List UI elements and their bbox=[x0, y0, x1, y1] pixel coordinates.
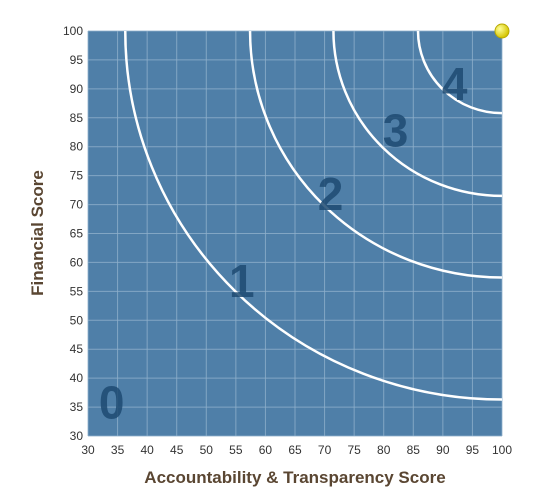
y-tick-label: 50 bbox=[70, 313, 84, 327]
zone-label: 2 bbox=[318, 168, 344, 220]
x-tick-label: 40 bbox=[140, 443, 154, 457]
x-tick-label: 55 bbox=[229, 443, 243, 457]
zone-label: 3 bbox=[383, 104, 409, 156]
zone-label: 1 bbox=[229, 255, 255, 307]
x-tick-label: 60 bbox=[259, 443, 273, 457]
x-tick-label: 50 bbox=[200, 443, 214, 457]
x-tick-label: 95 bbox=[466, 443, 480, 457]
x-tick-label: 35 bbox=[111, 443, 125, 457]
data-point bbox=[494, 23, 510, 39]
x-tick-label: 80 bbox=[377, 443, 391, 457]
y-tick-label: 70 bbox=[70, 198, 84, 212]
x-tick-label: 85 bbox=[407, 443, 421, 457]
x-tick-label: 65 bbox=[288, 443, 302, 457]
y-tick-label: 95 bbox=[70, 53, 84, 67]
x-tick-label: 90 bbox=[436, 443, 450, 457]
x-tick-label: 100 bbox=[492, 443, 512, 457]
x-tick-label: 45 bbox=[170, 443, 184, 457]
y-axis-ticks: 30 35 40 45 50 55 60 65 70 75 80 85 90 95 100 bbox=[63, 24, 83, 443]
x-axis-title: Accountability & Transparency Score bbox=[144, 468, 445, 487]
x-tick-label: 75 bbox=[347, 443, 361, 457]
y-tick-label: 75 bbox=[70, 169, 84, 183]
zone-label: 0 bbox=[99, 376, 125, 428]
y-tick-label: 55 bbox=[70, 284, 84, 298]
y-tick-label: 35 bbox=[70, 400, 84, 414]
y-tick-label: 60 bbox=[70, 255, 84, 269]
x-tick-label: 70 bbox=[318, 443, 332, 457]
x-tick-label: 30 bbox=[81, 443, 95, 457]
x-axis-ticks: 30 35 40 45 50 55 60 65 70 75 80 85 90 95 100 bbox=[81, 443, 512, 457]
y-tick-label: 40 bbox=[70, 371, 84, 385]
y-tick-label: 65 bbox=[70, 227, 84, 241]
y-tick-label: 45 bbox=[70, 342, 84, 356]
y-tick-label: 80 bbox=[70, 140, 84, 154]
y-tick-label: 100 bbox=[63, 24, 83, 38]
y-axis-title: Financial Score bbox=[28, 170, 47, 296]
zone-label: 4 bbox=[442, 58, 468, 110]
y-tick-label: 85 bbox=[70, 111, 84, 125]
data-points bbox=[494, 23, 510, 39]
y-tick-label: 90 bbox=[70, 82, 84, 96]
zone-labels: 0 1 234 bbox=[99, 58, 468, 428]
y-tick-label: 30 bbox=[70, 429, 84, 443]
grid bbox=[87, 30, 503, 437]
